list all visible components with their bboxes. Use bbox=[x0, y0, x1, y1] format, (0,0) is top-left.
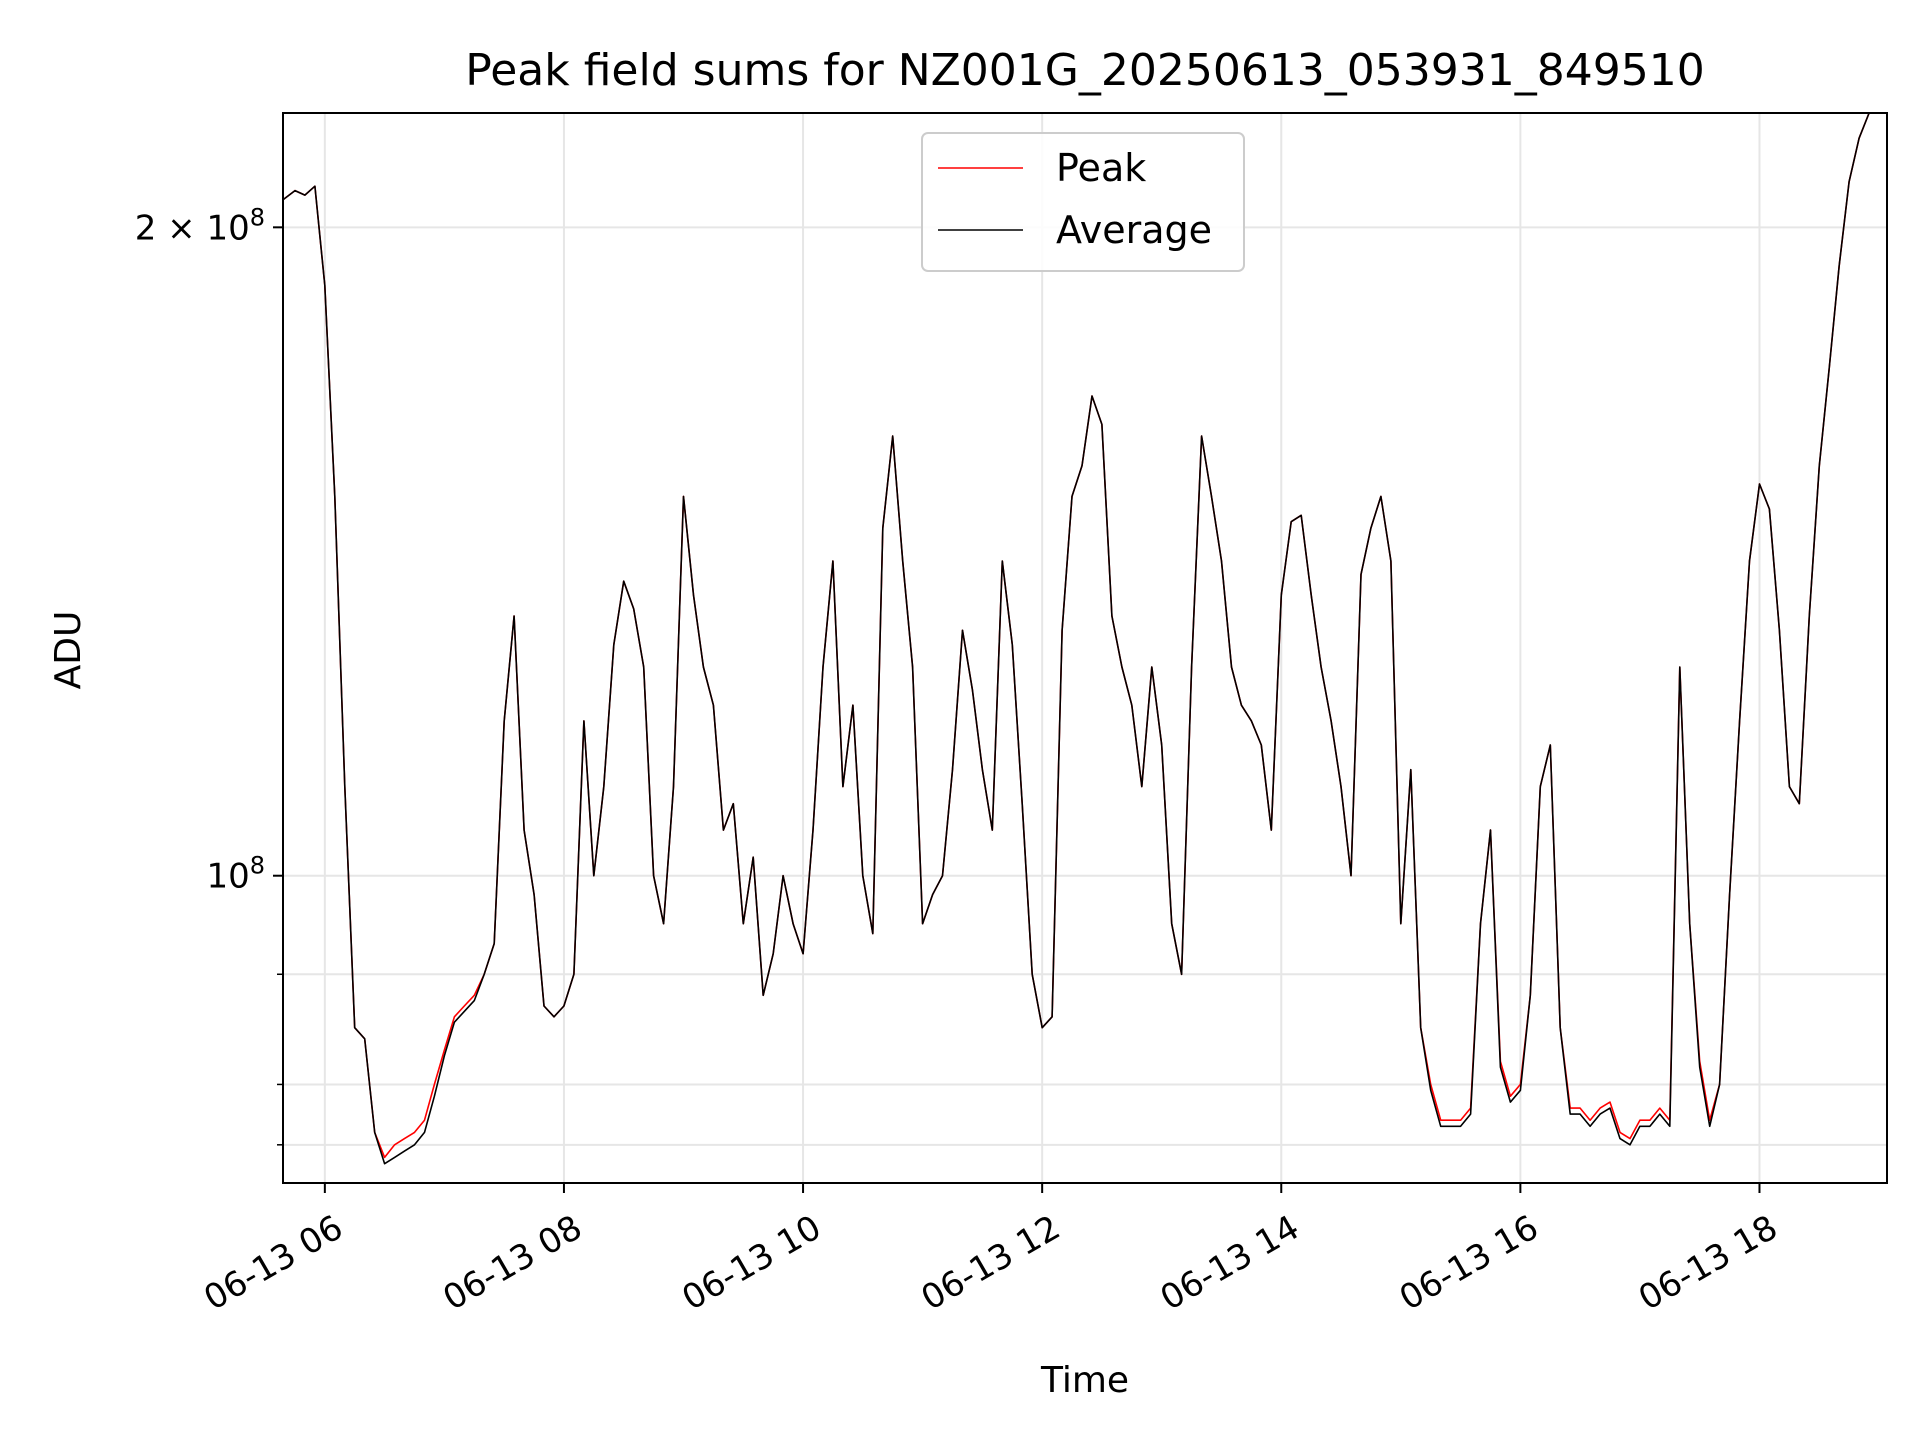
y-axis-label: ADU bbox=[48, 611, 89, 690]
series-lines bbox=[282, 112, 1870, 1165]
series-line-average bbox=[282, 112, 1870, 1165]
chart-title: Peak field sums for NZ001G_20250613_0539… bbox=[465, 45, 1704, 96]
y-tick-label: 108 bbox=[206, 852, 265, 897]
plot-frame bbox=[282, 112, 1888, 1184]
y-tick-label: 2 × 108 bbox=[135, 203, 265, 248]
legend-label-average: Average bbox=[1056, 208, 1212, 252]
x-axis-label: Time bbox=[1040, 1360, 1129, 1401]
legend-label-peak: Peak bbox=[1056, 146, 1146, 190]
grid bbox=[283, 113, 1887, 1183]
legend: Peak Average bbox=[921, 132, 1245, 272]
